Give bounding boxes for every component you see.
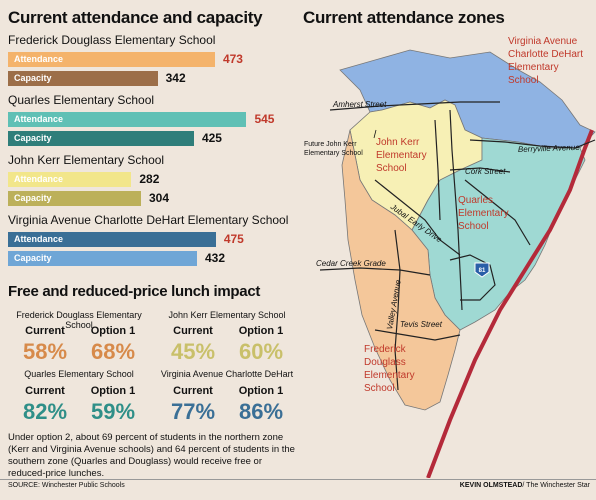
label-kerr-1: John Kerr	[376, 137, 420, 148]
lunch-note: Under option 2, about 69 percent of stud…	[8, 432, 295, 479]
capacity-value: 425	[201, 131, 222, 145]
footer-credit-name: KEVIN OLMSTEAD	[459, 482, 523, 489]
capacity-bar: Capacity	[8, 71, 158, 86]
attendance-bar: Attendance	[8, 112, 247, 127]
lunch-quarles-current: 82%	[22, 399, 68, 424]
label-virginia-3: Elementary	[508, 62, 559, 73]
lunch-option-header: Option 1	[238, 385, 284, 397]
label-tevis: Tevis Street	[400, 320, 443, 329]
label-quarles-2: Elementary	[458, 208, 509, 219]
capacity-value: 342	[165, 71, 186, 85]
label-berryville: Berryville Avenue	[518, 143, 581, 154]
capacity-value: 432	[205, 251, 226, 265]
attendance-value: 475	[223, 232, 244, 246]
lunch-title: Free and reduced-price lunch impact	[8, 283, 261, 300]
lunch-school-quarles: Quarles Elementary School	[24, 369, 134, 379]
school-name: Virginia Avenue Charlotte DeHart Element…	[8, 213, 289, 227]
capacity-bar: Capacity	[8, 131, 194, 146]
street-tevis	[374, 329, 461, 341]
attendance-value: 545	[254, 112, 275, 126]
lunch-kerr-option: 60%	[238, 339, 284, 364]
school-name: Quarles Elementary School	[8, 93, 155, 107]
zones-title: Current attendance zones	[303, 8, 505, 27]
street-amherst	[329, 101, 500, 111]
street-berryville	[469, 139, 596, 149]
lunch-current-header: Current	[173, 385, 213, 397]
lunch-school-douglass: Frederick Douglass Elementary School	[16, 310, 142, 330]
label-quarles-3: School	[458, 221, 489, 232]
street-cork	[449, 167, 511, 173]
label-amherst: Amherst Street	[332, 100, 387, 109]
attendance-value: 473	[222, 52, 243, 66]
label-kerr-2: Elementary	[376, 150, 427, 161]
street-central-3	[464, 179, 531, 246]
lunch-option-header: Option 1	[90, 325, 136, 337]
lunch-virginia-option: 86%	[238, 399, 284, 424]
lunch-current-header: Current	[25, 385, 65, 397]
label-cedar: Cedar Creek Grade	[316, 259, 386, 268]
attendance-value: 282	[139, 172, 160, 186]
footer-credit-org: / The Winchester Star	[522, 482, 590, 489]
street-jubal	[374, 179, 461, 256]
lunch-school-kerr: John Kerr Elementary School	[168, 310, 286, 320]
street-valley	[394, 229, 401, 391]
interstate-shield-icon: 81	[474, 262, 490, 278]
school-name: Frederick Douglass Elementary School	[8, 33, 216, 47]
label-douglass-2: Douglass	[364, 357, 406, 368]
label-kerr-3: School	[376, 163, 407, 174]
label-douglass-4: School	[364, 383, 395, 394]
label-virginia-2: Charlotte DeHart	[508, 49, 583, 60]
lunch-quarles-option: 59%	[90, 399, 136, 424]
label-future-kerr-1: Future John Kerr	[304, 141, 357, 148]
lunch-current-header: Current	[25, 325, 65, 337]
lunch-kerr-current: 45%	[170, 339, 216, 364]
label-cork: Cork Street	[465, 167, 506, 176]
lunch-option-header: Option 1	[238, 325, 284, 337]
lunch-douglass-current: 58%	[22, 339, 68, 364]
capacity-bar: Capacity	[8, 251, 197, 266]
lunch-douglass-option: 68%	[90, 339, 136, 364]
future-kerr-pointer	[373, 129, 377, 139]
footer-divider	[0, 479, 596, 480]
capacity-value: 304	[149, 191, 170, 205]
attendance-bar: Attendance	[8, 232, 216, 247]
label-quarles-1: Quarles	[458, 195, 493, 206]
street-central-1	[449, 109, 463, 311]
interstate-81	[426, 129, 594, 478]
lunch-option-header: Option 1	[90, 385, 136, 397]
footer-source: SOURCE: Winchester Public Schools	[8, 482, 125, 489]
attendance-title: Current attendance and capacity	[8, 8, 263, 27]
street-cedar	[319, 267, 431, 276]
label-douglass-1: Frederick	[364, 344, 407, 355]
lunch-school-virginia: Virginia Avenue Charlotte DeHart	[160, 369, 294, 379]
street-loop	[449, 254, 496, 301]
street-central-2	[434, 119, 441, 221]
label-virginia-4: School	[508, 75, 539, 86]
lunch-current-header: Current	[173, 325, 213, 337]
interstate-shield-label: 81	[479, 268, 486, 274]
attendance-bar: Attendance	[8, 52, 215, 67]
label-virginia-1: Virginia Avenue	[508, 36, 578, 47]
attendance-zone-map: 81 Virginia Avenue Charlotte DeHart Elem…	[304, 36, 596, 478]
footer-credit: KEVIN OLMSTEAD/ The Winchester Star	[460, 482, 590, 489]
capacity-bar: Capacity	[8, 191, 141, 206]
label-douglass-3: Elementary	[364, 370, 415, 381]
school-name: John Kerr Elementary School	[8, 153, 165, 167]
attendance-bar: Attendance	[8, 172, 132, 187]
label-future-kerr-2: Elementary School	[304, 150, 363, 157]
lunch-virginia-current: 77%	[170, 399, 216, 424]
